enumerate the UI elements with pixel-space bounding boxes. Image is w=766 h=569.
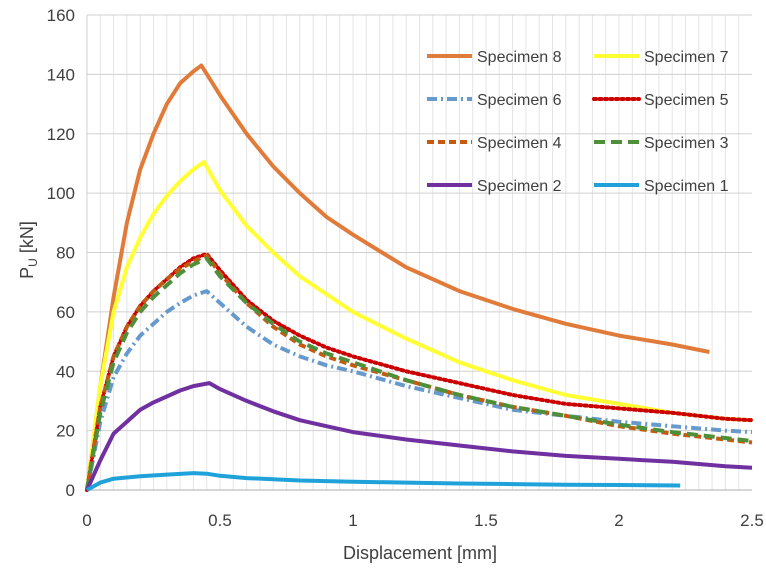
- legend-label: Specimen 8: [477, 49, 562, 66]
- y-axis-title: PU [kN]: [17, 221, 40, 279]
- legend-label: Specimen 3: [644, 135, 729, 152]
- series-group: [85, 63, 754, 492]
- y-tick-label: 160: [47, 6, 75, 25]
- series-line-specimen-3: [85, 256, 753, 491]
- y-tick-label: 100: [47, 184, 75, 203]
- y-axis-title-main: P: [17, 267, 37, 279]
- x-tick-label: 0.5: [208, 511, 232, 530]
- x-tick-label: 2.5: [740, 511, 764, 530]
- x-tick-label: 0: [82, 511, 91, 530]
- series-line-specimen-1: [86, 471, 681, 492]
- y-tick-label: 80: [56, 244, 75, 263]
- y-axis-title-rest: [kN]: [17, 221, 37, 258]
- y-tick-label: 140: [47, 65, 75, 84]
- legend: Specimen 8 Specimen 7 Specimen 6 Specimen 5…: [427, 49, 729, 195]
- y-tick-label: 60: [56, 303, 75, 322]
- y-tick-label: 120: [47, 125, 75, 144]
- x-tick-label: 1: [348, 511, 357, 530]
- series-line-specimen-4: [85, 253, 753, 491]
- y-axis-title-sub: U: [26, 258, 40, 267]
- grid: [87, 14, 752, 490]
- series-line-specimen-2: [85, 381, 753, 491]
- legend-label: Specimen 7: [644, 49, 729, 66]
- legend-label: Specimen 6: [477, 92, 562, 109]
- x-tick-label: 2: [614, 511, 623, 530]
- x-axis-title: Displacement [mm]: [343, 543, 497, 563]
- y-axis-ticks: 0 20 40 60 80 100 120 140 160: [47, 6, 75, 500]
- series-line-specimen-7: [85, 160, 753, 491]
- legend-label: Specimen 2: [477, 178, 562, 195]
- legend-label: Specimen 1: [644, 178, 729, 195]
- y-tick-label: 20: [56, 422, 75, 441]
- series-line-specimen-8: [85, 63, 710, 491]
- y-tick-label: 40: [56, 362, 75, 381]
- y-tick-label: 0: [66, 481, 75, 500]
- legend-label: Specimen 5: [644, 92, 729, 109]
- legend-label: Specimen 4: [477, 135, 562, 152]
- x-axis-ticks: 0 0.5 1 1.5 2 2.5: [82, 511, 764, 530]
- x-tick-label: 1.5: [474, 511, 498, 530]
